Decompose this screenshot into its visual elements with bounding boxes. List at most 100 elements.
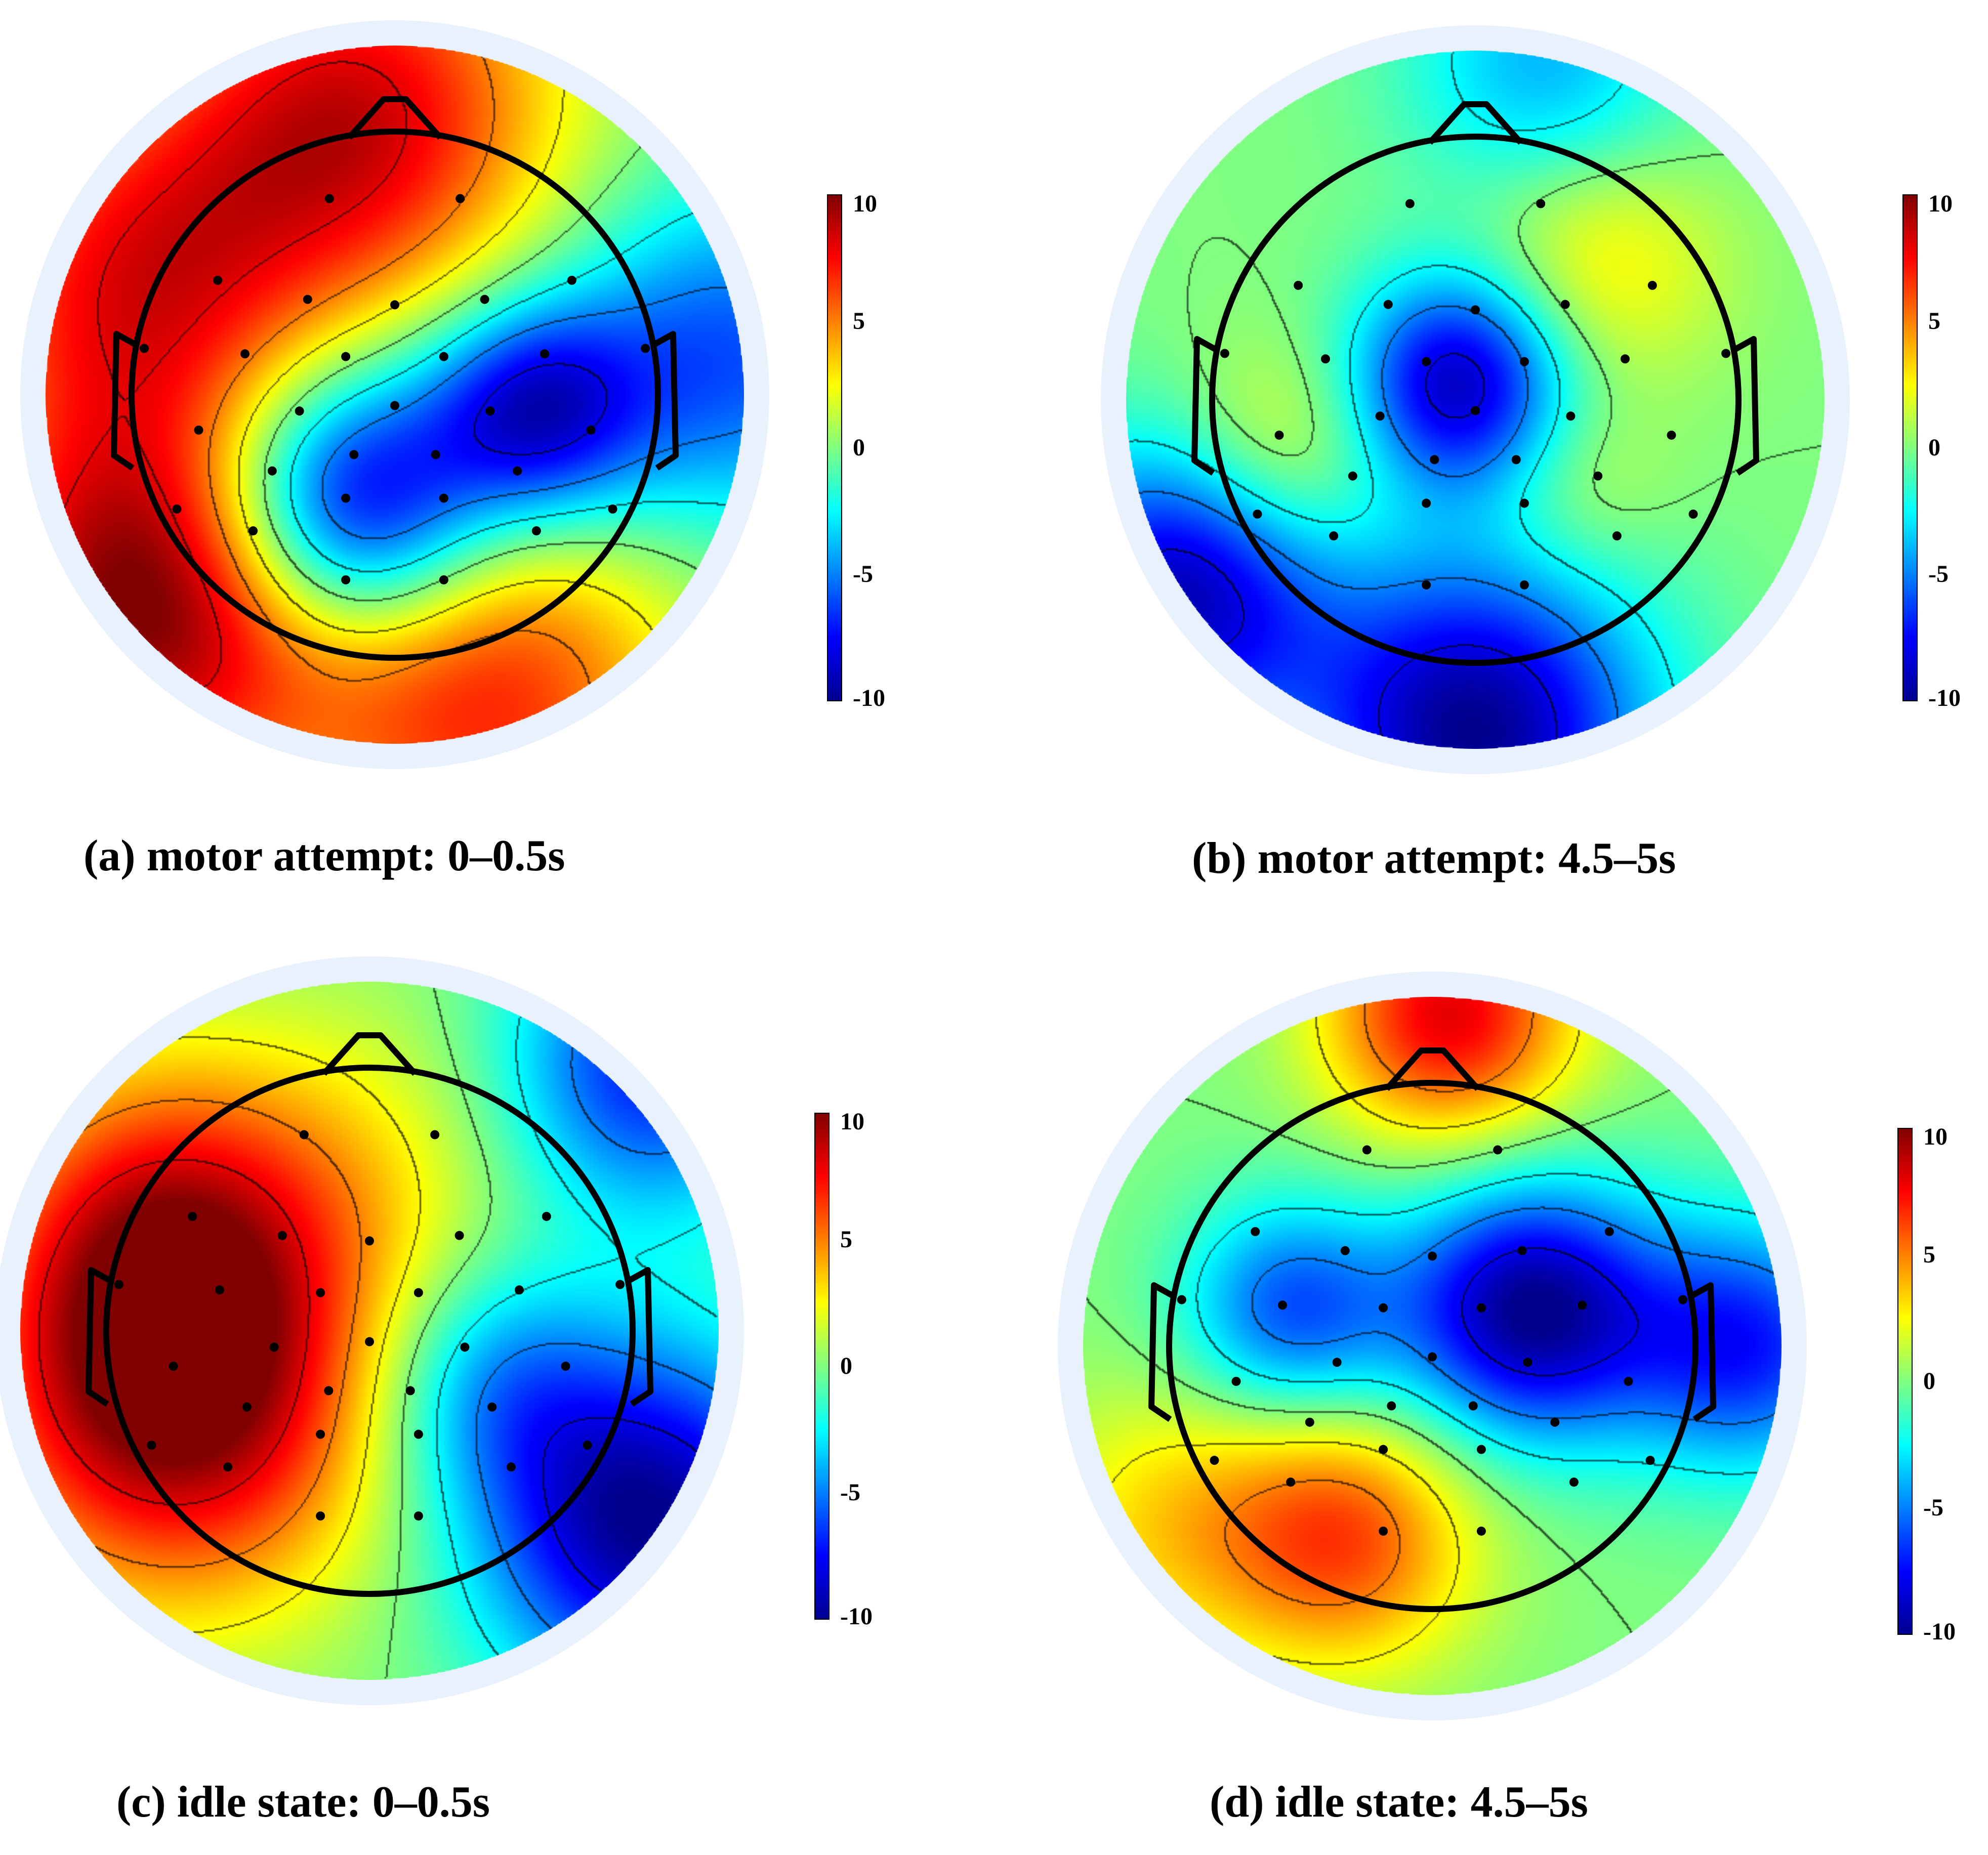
electrode-dot [390,300,399,310]
panel-a-heatmap [46,46,744,744]
electrode-dot [430,1130,440,1140]
electrode-dot [1428,1251,1437,1261]
electrode-dot [1320,354,1330,364]
electrode-dot [1468,1401,1478,1411]
electrode-dot [1593,471,1603,481]
panel-d: 10 5 0 -5 -10 (d) idle state: 4.5–5s [1058,972,1956,1827]
electrode-dot [1428,1352,1437,1362]
panel-c-colorbar-tick-minus10: -10 [840,1603,873,1630]
electrode-dot [1210,1456,1219,1465]
electrode-dot [513,466,522,476]
electrode-dot [316,1288,325,1297]
panel-b: 10 5 0 -5 -10 (b) motor attempt: 4.5–5s [1101,25,1961,883]
panel-c-colorbar: 10 5 0 -5 -10 [814,1108,873,1630]
electrode-dot [213,275,223,285]
electrode-dot [1678,1295,1688,1304]
electrode-dot [1305,1417,1314,1427]
electrode-dot [542,1211,551,1221]
panel-d-colorbar-tick-minus10: -10 [1923,1618,1956,1645]
electrode-dot [1667,430,1676,440]
electrode-dot [1405,199,1415,208]
panel-c-head-outline [86,1032,653,1597]
electrode-dot [1688,510,1698,519]
electrode-dot [188,1211,197,1221]
electrode-dot [1379,1303,1388,1313]
panel-a-colorbar-tick-0: 0 [853,434,865,461]
electrode-dot [240,349,250,359]
electrode-dot [1550,1417,1560,1427]
panel-a-electrodes [139,194,650,584]
electrode-dot [1519,580,1529,589]
panel-d-colorbar-tick-10: 10 [1923,1123,1948,1150]
panel-a-head-circle [129,129,661,661]
electrode-dot [641,344,650,353]
panel-c-heatmap-wrapper [20,982,719,1680]
electrode-dot [586,425,596,435]
electrode-dot [1647,280,1657,290]
electrode-dot [316,1511,325,1521]
electrode-dot [1220,349,1229,358]
panel-b-left-ear [1191,336,1217,476]
electrode-dot [1721,349,1731,358]
electrode-dot [1286,1478,1296,1487]
electrode-dot [1332,1358,1342,1367]
electrode-dot [480,294,489,304]
panel-d-colorbar-tick-5: 5 [1923,1241,1935,1268]
panel-c-colorbar-tick-10: 10 [840,1108,864,1135]
electrode-dot [1375,411,1385,421]
electrode-dot [1277,1300,1287,1310]
electrode-dot [413,1511,423,1521]
electrode-dot [324,1386,334,1396]
electrode-dot [1560,300,1570,309]
electrode-dot [454,1231,464,1240]
panel-b-electrodes [1220,199,1731,589]
electrode-dot [439,493,448,503]
panel-d-heatmap [1083,997,1782,1695]
panel-a-left-ear [111,331,136,471]
electrode-dot [1578,1300,1587,1310]
panel-c-colorbar-bar [814,1113,830,1620]
panel-d-right-ear [1691,1282,1716,1422]
panel-a-colorbar-tick-minus10: -10 [853,685,885,711]
electrode-dot [1177,1295,1186,1304]
electrode-dot [1274,430,1284,440]
electrode-dot [242,1402,252,1412]
panel-c-head-circle [103,1065,636,1597]
electrode-dot [1536,199,1546,208]
electrode-dot [1519,498,1529,508]
panel-c-colorbar-tick-0: 0 [840,1353,852,1379]
panel-b-head-circle [1209,134,1742,666]
electrode-dot [341,493,351,503]
electrode-dot [147,1441,156,1450]
electrode-dot [349,450,359,459]
electrode-dot [1253,510,1262,519]
electrode-dot [1471,305,1480,315]
electrode-dot [1566,411,1576,421]
electrode-dot [365,1337,374,1346]
panel-c-caption: (c) idle state: 0–0.5s [116,1778,490,1827]
panel-d-colorbar-tick-0: 0 [1923,1368,1935,1395]
electrode-dot [460,1342,470,1352]
electrode-dot [299,1130,309,1140]
panel-d-colorbar-bar [1897,1128,1913,1635]
panel-d-left-ear [1148,1282,1174,1422]
panel-b-colorbar-bar [1902,194,1918,701]
electrode-dot [531,526,541,536]
panel-c-right-ear [628,1267,653,1407]
electrode-dot [341,575,351,584]
electrode-dot [608,504,617,514]
electrode-dot [277,1231,287,1240]
electrode-dot [1621,354,1630,364]
electrode-dot [390,401,399,410]
panel-a-heatmap-wrapper [46,46,744,744]
panel-a-colorbar-tick-10: 10 [853,190,877,217]
panel-a-colorbar-bar [827,194,842,701]
electrode-dot [215,1285,224,1295]
electrode-dot [1422,357,1431,366]
electrode-dot [1422,580,1431,589]
electrode-dot [1362,1145,1372,1155]
panel-a-colorbar-tick-5: 5 [853,308,865,334]
panel-d-electrodes [1177,1145,1688,1536]
electrode-dot [615,1280,625,1289]
panel-c-left-ear [86,1267,111,1407]
